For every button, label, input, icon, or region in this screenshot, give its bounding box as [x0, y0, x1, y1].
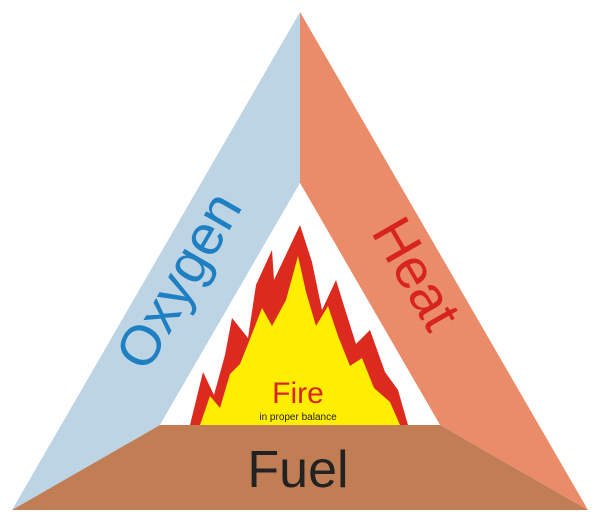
heat-side — [300, 12, 588, 510]
fire-sublabel: in proper balance — [259, 412, 337, 423]
fuel-label: Fuel — [247, 441, 348, 499]
fuel-side — [12, 425, 588, 510]
fire-label: Fire — [272, 377, 324, 410]
oxygen-side — [12, 12, 300, 510]
flame-inner — [200, 256, 400, 425]
